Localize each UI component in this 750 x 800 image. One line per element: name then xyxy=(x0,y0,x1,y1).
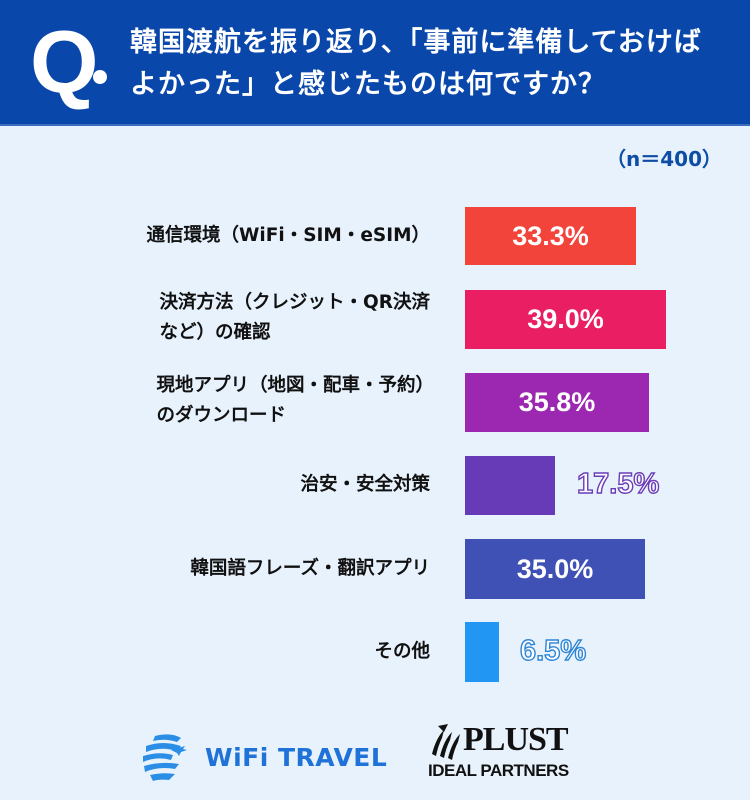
bar-label-line-1: 決済方法（クレジット・QR決済 xyxy=(159,292,430,313)
chart-row: 通信環境（WiFi・SIM・eSIM） 33.3% xyxy=(0,207,750,265)
bar-label: 治安・安全対策 xyxy=(300,474,430,495)
q-dot-icon xyxy=(93,70,107,84)
question-header: Q 韓国渡航を振り返り、「事前に準備しておけば よかった」と感じたものは何ですか… xyxy=(0,0,750,126)
chart-row: その他 6.5% xyxy=(0,622,750,682)
title-line-1: 韓国渡航を振り返り、「事前に準備しておけば xyxy=(130,27,702,58)
bar-value: 17.5% xyxy=(576,467,660,500)
bar: 33.3% xyxy=(465,207,636,265)
bar-value: 35.0% xyxy=(516,553,594,584)
bar-label: 決済方法（クレジット・QR決済 など）の確認 xyxy=(160,288,430,348)
bar-label-line-1: 現地アプリ（地図・配車・予約） xyxy=(156,375,434,396)
chart-row: 現地アプリ（地図・配車・予約） のダウンロード 35.8% xyxy=(0,373,750,432)
footer-logos: WiFi TRAVEL PLUST IDEAL PARTNERS xyxy=(0,720,750,790)
bar-value: 39.0% xyxy=(527,304,604,334)
bar: 35.0% xyxy=(465,539,645,599)
bar-label: 現地アプリ（地図・配車・予約） のダウンロード xyxy=(156,371,434,431)
q-mark: Q xyxy=(30,12,99,111)
bar: 35.8% xyxy=(465,373,649,432)
chart-row: 韓国語フレーズ・翻訳アプリ 35.0% xyxy=(0,539,750,599)
bar-value: 33.3% xyxy=(512,220,589,251)
title-line-2: よかった」と感じたものは何ですか？ xyxy=(130,69,606,100)
bar-label: 韓国語フレーズ・翻訳アプリ xyxy=(190,558,430,579)
bar-label-line-2: など）の確認 xyxy=(159,322,271,343)
question-title: 韓国渡航を振り返り、「事前に準備しておけば よかった」と感じたものは何ですか？ xyxy=(130,22,740,106)
bar: 39.0% xyxy=(465,290,666,349)
bar-label-line-2: のダウンロード xyxy=(156,405,286,426)
plust-subtitle: IDEAL PARTNERS xyxy=(428,761,569,780)
sample-size: （n＝400） xyxy=(606,147,722,171)
bar xyxy=(465,456,555,515)
chart-row: 決済方法（クレジット・QR決済 など）の確認 39.0% xyxy=(0,290,750,349)
bar-value: 35.8% xyxy=(518,387,596,417)
bar-label: 通信環境（WiFi・SIM・eSIM） xyxy=(146,225,430,246)
chart-row: 治安・安全対策 17.5% xyxy=(0,456,750,515)
wifi-travel-globe-icon xyxy=(143,734,187,781)
plust-logo: PLUST xyxy=(463,721,569,758)
bar-value: 6.5% xyxy=(519,634,587,667)
plust-arrow-icon xyxy=(432,724,460,760)
bar-label: その他 xyxy=(374,641,430,662)
wifi-travel-logo: WiFi TRAVEL xyxy=(205,743,388,772)
bar xyxy=(465,622,499,682)
